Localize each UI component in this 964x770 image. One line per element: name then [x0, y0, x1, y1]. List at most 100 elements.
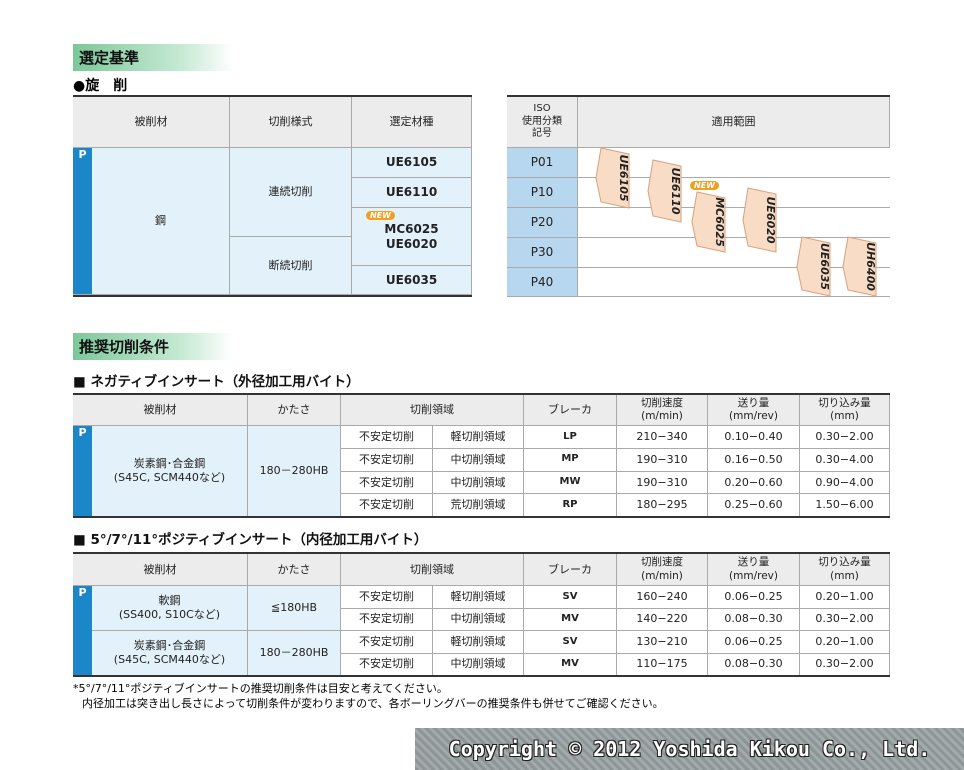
hardness-cell: 180－280HB	[248, 426, 341, 517]
text-line: (mm/rev)	[729, 569, 778, 582]
data-cell: MV	[524, 608, 617, 631]
range-row	[578, 148, 890, 178]
range-bar	[842, 236, 877, 297]
text-line: (mm/rev)	[729, 410, 778, 422]
section-title: 選定基準	[73, 44, 233, 71]
data-cell: 0.10−0.40	[708, 426, 800, 449]
header-cell: 切り込み量 (mm)	[800, 395, 890, 426]
data-cell: 0.06−0.25	[708, 586, 800, 609]
data-cell: 0.06−0.25	[708, 631, 800, 654]
data-cell: 0.20−0.60	[708, 471, 800, 495]
text-line: (m/min)	[641, 410, 683, 422]
table-rule	[73, 552, 890, 554]
header-cell: 切削速度 (m/min)	[617, 554, 708, 586]
grade-cell: UE6035	[352, 266, 472, 295]
header-cell: 切削領域	[341, 554, 524, 586]
text-line: (mm)	[830, 410, 859, 422]
data-cell: 0.20−1.00	[800, 586, 890, 609]
text-line: ISO	[533, 103, 551, 115]
range-row	[578, 238, 890, 268]
range-label: UH6400	[864, 242, 877, 291]
data-cell: 中切削領域	[433, 653, 524, 676]
note: *5°/7°/11°ポジティブインサートの推奨切削条件は目安と考えてください。	[73, 682, 448, 695]
header-cell: 切削速度 (m/min)	[617, 395, 708, 426]
data-cell: 不安定切削	[341, 426, 433, 449]
header-cell: 被削材	[73, 554, 248, 586]
data-cell: MW	[524, 471, 617, 495]
text-line: 使用分類	[522, 115, 562, 127]
table-rule	[73, 95, 472, 97]
table-rule	[507, 95, 890, 97]
data-cell: 0.08−0.30	[708, 653, 800, 676]
data-cell: 軽切削領域	[433, 631, 524, 654]
data-cell: 0.16−0.50	[708, 448, 800, 472]
header-cell: 送り量 (mm/rev)	[708, 395, 800, 426]
new-badge: NEW	[366, 211, 395, 220]
hardness-cell: ≦180HB	[248, 586, 341, 631]
text-line: 送り量	[737, 396, 770, 409]
data-cell: 160−240	[617, 586, 708, 609]
style-cell: 連続切削	[230, 148, 352, 237]
header-cell: 被削材	[73, 97, 230, 148]
material-cell: 炭素鋼･合金鋼 (S45C, SCM440など)	[92, 631, 248, 676]
text-line: 記号	[532, 128, 552, 140]
data-cell: SV	[524, 586, 617, 609]
range-bar	[796, 236, 831, 297]
range-label: UE6110	[669, 167, 682, 214]
text-line: 炭素鋼･合金鋼	[133, 639, 206, 653]
table-rule	[73, 295, 472, 297]
data-cell: 0.30−2.00	[800, 608, 890, 631]
text-line: (m/min)	[641, 569, 683, 582]
text-line: 切り込み量	[818, 556, 871, 569]
material-cell: 鋼	[92, 148, 230, 295]
text-line: 切削速度	[641, 556, 683, 569]
range-bar	[742, 187, 777, 253]
data-cell: 0.08−0.30	[708, 608, 800, 631]
data-cell: 不安定切削	[341, 631, 433, 654]
iso-cell: P01	[507, 148, 578, 178]
section-title: 推奨切削条件	[73, 333, 233, 360]
new-badge: NEW	[690, 181, 719, 190]
range-row	[578, 178, 890, 208]
range-bar	[595, 147, 630, 209]
range-label: UE6020	[764, 196, 777, 243]
grade-cell: UE6110	[352, 178, 472, 208]
header-cell: 切削領域	[341, 395, 524, 426]
data-cell: 0.20−1.00	[800, 631, 890, 654]
style-cell: 断続切削	[230, 237, 352, 295]
data-cell: 不安定切削	[341, 448, 433, 472]
text-line: 切り込み量	[818, 396, 871, 409]
header-cell: かたさ	[248, 554, 341, 586]
data-cell: 140−220	[617, 608, 708, 631]
data-cell: 中切削領域	[433, 448, 524, 472]
header-cell: 選定材種	[352, 97, 472, 148]
header-cell: 切り込み量 (mm)	[800, 554, 890, 586]
table-rule	[73, 516, 890, 518]
header-cell: ブレーカ	[524, 554, 617, 586]
text-line: (SS400, S10Cなど)	[118, 608, 221, 621]
iso-cell: P10	[507, 178, 578, 208]
iso-cell: P30	[507, 238, 578, 268]
subtitle: ●旋 削	[73, 78, 128, 94]
grade: UE6020	[385, 236, 438, 251]
header-cell: 切削様式	[230, 97, 352, 148]
subsection-title: ■ 5°/7°/11°ポジティブインサート（内径加工用バイト）	[73, 532, 428, 548]
range-bar	[691, 191, 726, 253]
data-cell: 130−210	[617, 631, 708, 654]
copyright-banner: Copyright © 2012 Yoshida Kikou Co., Ltd.	[415, 728, 964, 770]
grade-cell: UE6105	[352, 148, 472, 178]
grade: MC6025	[384, 221, 439, 236]
data-cell: 0.30−4.00	[800, 448, 890, 472]
text-line: (S45C, SCM440など)	[113, 653, 226, 666]
data-cell: 1.50−6.00	[800, 494, 890, 517]
text-line: 切削速度	[641, 396, 683, 409]
text-line: 炭素鋼･合金鋼	[133, 457, 206, 471]
range-label: MC6025	[713, 197, 726, 247]
data-cell: 不安定切削	[341, 586, 433, 609]
data-cell: 軽切削領域	[433, 586, 524, 609]
header-cell: 適用範囲	[578, 97, 890, 148]
text-line: 送り量	[737, 556, 770, 569]
iso-cell: P20	[507, 208, 578, 238]
